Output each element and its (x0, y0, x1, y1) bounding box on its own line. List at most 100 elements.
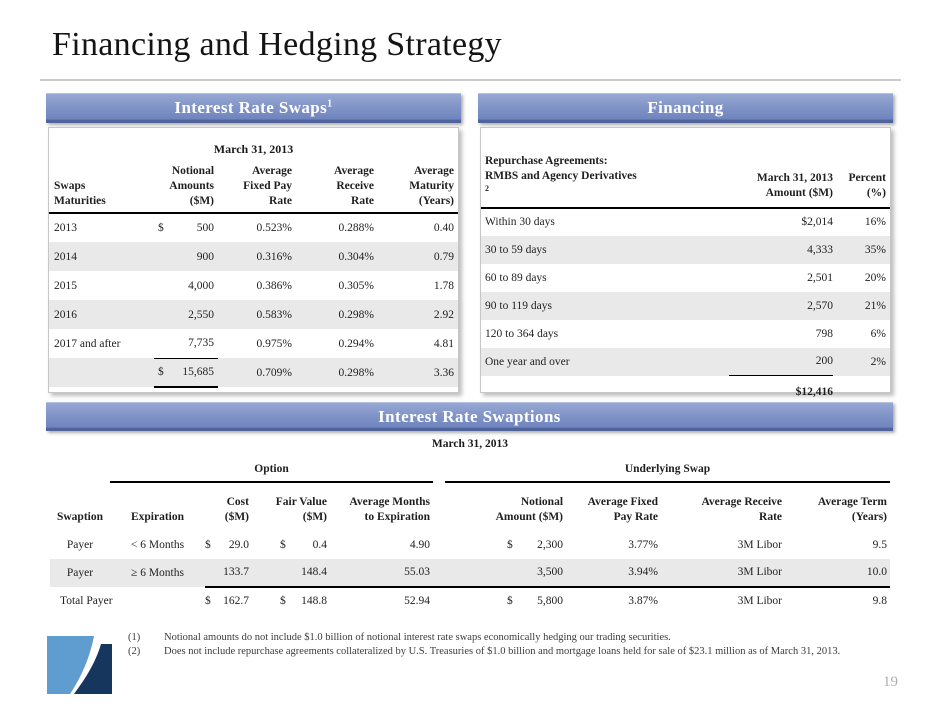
footnotes: (1) Notional amounts do not include $1.0… (128, 631, 888, 658)
expiration-cell: ≥ 6 Months (131, 566, 184, 579)
amount-cell: 4,333 (807, 243, 833, 256)
years-cell: 2.92 (433, 308, 455, 321)
swaptions-row: Payer < 6 Months $ 29.0 $ 0.4 4.90 $ 2,3… (50, 531, 890, 559)
swaptions-row: Payer ≥ 6 Months 133.7 148.4 55.03 3,500… (50, 558, 891, 588)
swaps-header-maturities: Swaps Maturities (49, 161, 154, 214)
notional-cell: 500 (196, 222, 215, 234)
amount-cell: 200 (729, 347, 833, 377)
swaptions-banner: Interest Rate Swaptions (46, 402, 893, 431)
term-cell: 9.5 (872, 538, 888, 551)
swaps-header-fixed-pay: Average Fixed Pay Rate (218, 161, 297, 214)
percent-cell: 35% (864, 243, 886, 256)
amount-cell: 2,570 (807, 299, 833, 312)
amount-cell: $2,014 (801, 216, 833, 229)
swaps-as-of-date: March 31, 2013 (213, 142, 294, 156)
years-cell: 1.78 (433, 279, 455, 292)
cost-currency-cell: $ (205, 595, 211, 608)
swaps-header-notional: Notional Amounts ($M) (154, 161, 219, 214)
bucket-cell: One year and over (485, 355, 570, 368)
maturity-cell: 2017 and after (54, 337, 121, 350)
notional-cell: 7,735 (168, 329, 219, 359)
fixed-pay-cell: 3.94% (566, 558, 662, 588)
receive-cell: 3M Libor (737, 595, 783, 608)
percent-cell: 20% (864, 271, 886, 284)
cost-cell: 133.7 (215, 558, 252, 588)
logo-light-shape (47, 636, 94, 694)
financing-header-row: Repurchase Agreements: RMBS and Agency De… (481, 154, 890, 209)
page-title: Financing and Hedging Strategy (52, 26, 502, 63)
term-cell: 9.8 (872, 595, 888, 608)
swaps-header-receive: Average Receive Rate (296, 161, 379, 214)
expiration-cell: < 6 Months (130, 538, 185, 551)
swaptions-banner-title: Interest Rate Swaptions (378, 407, 561, 426)
page-number: 19 (883, 674, 898, 690)
header-cost: Cost ($M) (224, 496, 249, 523)
swaps-row-2015: 2015 4,000 0.386% 0.305% 1.78 (49, 271, 458, 300)
bucket-cell: 90 to 119 days (485, 299, 552, 312)
notional-cell: 15,685 (168, 358, 219, 388)
receive-cell: 0.305% (338, 279, 375, 292)
notional-currency-cell: $ (507, 595, 513, 608)
notional-currency-cell (445, 558, 518, 588)
notional-cell: 2,550 (188, 308, 215, 321)
financing-header-label: Repurchase Agreements: RMBS and Agency De… (481, 154, 729, 209)
percent-cell: 2% (870, 355, 886, 368)
group-option: Option (110, 458, 434, 483)
percent-cell: 21% (864, 299, 886, 312)
receive-cell: 0.298% (338, 308, 375, 321)
fixed-pay-cell: 0.316% (256, 250, 293, 263)
header-expiration: Expiration (130, 510, 185, 523)
header-term: Average Term (Years) (817, 496, 888, 523)
fixed-pay-cell: 3.77% (628, 538, 659, 551)
financing-banner: Financing (478, 93, 893, 123)
receive-cell: 0.304% (338, 250, 375, 263)
bucket-cell: 120 to 364 days (485, 327, 559, 340)
avg-months-cell: 4.90 (409, 538, 431, 551)
currency-cell (154, 329, 168, 359)
swaps-banner: Interest Rate Swaps1 (46, 93, 461, 123)
swaps-row-2014: 2014 900 0.316% 0.304% 0.79 (49, 242, 459, 271)
notional-cell: 2,300 (537, 538, 564, 551)
currency-cell (154, 300, 168, 329)
company-logo (47, 636, 112, 694)
fixed-pay-cell: 0.386% (256, 279, 293, 292)
bucket-cell: Within 30 days (485, 216, 555, 229)
swaptions-table: Option Underlying Swap Swaption Expirati… (50, 458, 891, 615)
financing-row: 120 to 364 days 798 6% (481, 320, 890, 348)
years-cell: 3.36 (433, 366, 455, 379)
cost-cell: 162.7 (223, 595, 249, 608)
avg-months-cell: 55.03 (330, 558, 434, 588)
swaps-total-row: $ 15,685 0.709% 0.298% 3.36 (49, 358, 459, 388)
swaptions-total-row: Total Payer $ 162.7 $ 148.8 52.94 $ 5,80… (50, 587, 890, 615)
cost-cell: 29.0 (228, 538, 249, 551)
cost-currency-cell: $ (205, 538, 211, 551)
swaptions-header-row: Swaption Expiration Cost ($M) Fair Value(… (50, 482, 890, 531)
maturity-cell: 2015 (54, 279, 77, 292)
maturity-cell: 2014 (54, 250, 77, 263)
financing-panel: Repurchase Agreements: RMBS and Agency De… (480, 127, 891, 409)
swaps-banner-footnote-ref: 1 (327, 98, 333, 110)
fv-currency-cell: $ (280, 595, 286, 608)
swaps-header-row: Swaps Maturities Notional Amounts ($M) Aver… (49, 161, 459, 214)
footnote-2-ref: (2) (128, 645, 141, 657)
notional-cell: 5,800 (537, 595, 564, 608)
footnote-1-text: Notional amounts do not include $1.0 bil… (164, 632, 671, 643)
notional-cell: 3,500 (517, 558, 567, 588)
amount-cell: 2,501 (807, 271, 833, 284)
header-swaption: Swaption (56, 510, 104, 523)
financing-banner-title: Financing (647, 98, 724, 117)
cost-currency-cell (205, 558, 215, 588)
currency-cell: $ (154, 358, 168, 388)
fair-value-cell: 148.4 (288, 558, 330, 588)
header-avg-months: Average Months to Expiration (349, 496, 431, 523)
notional-cell: 4,000 (188, 279, 215, 292)
header-fair-value: Fair Value ($M) (275, 496, 327, 523)
logo-dark-shape (74, 644, 112, 694)
financing-row: One year and over 200 2% (481, 347, 890, 377)
swaps-row-2017-after: 2017 and after 7,735 0.975% 0.294% 4.81 (49, 329, 458, 359)
financing-header-footnote-ref: 2 (485, 183, 489, 193)
fv-currency-cell: $ (280, 538, 286, 551)
financing-row: 30 to 59 days 4,333 35% (481, 235, 890, 264)
percent-cell: 6% (870, 327, 886, 340)
years-cell: 0.79 (433, 250, 455, 263)
